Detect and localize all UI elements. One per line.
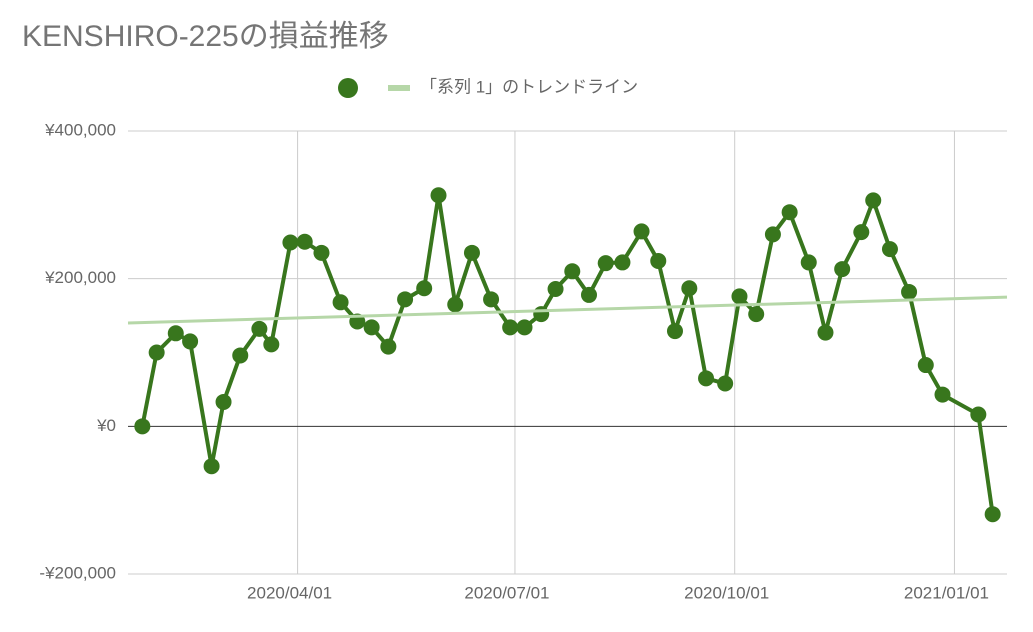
point [313, 244, 330, 261]
point [397, 291, 414, 308]
point [547, 281, 564, 298]
point [463, 244, 480, 261]
point [430, 187, 447, 204]
point [666, 323, 683, 340]
point [597, 255, 614, 272]
point [853, 224, 870, 241]
point [650, 252, 667, 269]
point [282, 234, 299, 251]
point [580, 286, 597, 303]
legend-marker [338, 78, 358, 98]
point [483, 291, 500, 308]
point [447, 296, 464, 313]
point [416, 280, 433, 297]
point [148, 344, 165, 361]
point [984, 506, 1001, 523]
point [232, 347, 249, 364]
point [917, 357, 934, 374]
point [881, 241, 898, 258]
trendline [127, 295, 1008, 325]
point [564, 263, 581, 280]
point [296, 233, 313, 250]
point [614, 254, 631, 271]
point [251, 320, 268, 337]
chart-title: KENSHIRO-225の損益推移 [22, 20, 389, 53]
x-tick-label: 2020/07/01 [464, 583, 549, 602]
point [681, 280, 698, 297]
y-tick-label: -¥200,000 [39, 563, 116, 582]
point [781, 204, 798, 221]
point [502, 319, 519, 336]
y-tick-label: ¥0 [96, 416, 116, 435]
point [800, 254, 817, 271]
x-tick-label: 2020/10/01 [684, 583, 769, 602]
point [717, 375, 734, 392]
point [215, 393, 232, 410]
point [698, 370, 715, 387]
line [140, 193, 995, 515]
y-tick-label: ¥200,000 [44, 268, 116, 287]
point [203, 458, 220, 475]
legend-label: 「系列 1」のトレンドライン [420, 77, 638, 96]
point [533, 306, 550, 323]
point [263, 336, 280, 353]
point [901, 283, 918, 300]
x-tick-label: 2020/04/01 [247, 583, 332, 602]
point [134, 418, 151, 435]
point [516, 319, 533, 336]
x-tick-label: 2021/01/01 [904, 583, 989, 602]
point [934, 386, 951, 403]
point [363, 319, 380, 336]
point [970, 406, 987, 423]
point [332, 294, 349, 311]
y-tick-label: ¥400,000 [44, 120, 116, 139]
point [380, 338, 397, 355]
point [865, 192, 882, 209]
point [167, 325, 184, 342]
point [731, 288, 748, 305]
point [817, 324, 834, 341]
point [834, 261, 851, 278]
point [764, 226, 781, 243]
point [182, 333, 199, 350]
point [748, 306, 765, 323]
point [633, 223, 650, 240]
